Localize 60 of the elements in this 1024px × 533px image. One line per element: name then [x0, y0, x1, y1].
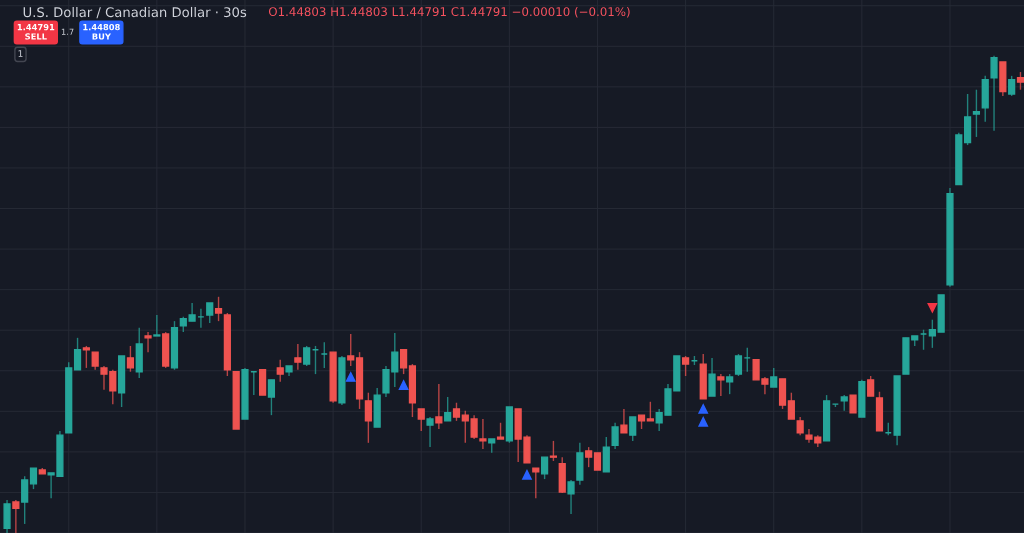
- candlestick: [29, 467, 38, 490]
- candlestick: [73, 337, 82, 371]
- candlestick: [770, 367, 778, 388]
- candlestick: [188, 302, 196, 322]
- candlestick: [347, 333, 355, 367]
- text: 1.7: [61, 28, 74, 35]
- candlestick: [12, 499, 20, 533]
- candlestick: [435, 383, 443, 430]
- candlestick: [153, 314, 161, 337]
- candlestick: [620, 408, 628, 434]
- candlestick: [21, 475, 29, 525]
- text: O1.44803 H1.44803 L1.44791 C1.44791 −0.00010 (−0.01%): [268, 6, 630, 18]
- candlestick: [717, 373, 725, 397]
- candlestick: [426, 416, 434, 448]
- candlestick: [708, 357, 716, 397]
- candlestick: [364, 392, 372, 444]
- candlestick: [294, 343, 302, 371]
- chart-title: U.S. Dollar / Canadian Dollar · 30s: [23, 6, 247, 19]
- candlestick: [1008, 75, 1016, 97]
- point: [398, 380, 409, 390]
- candlestick: [444, 396, 452, 422]
- candlestick: [682, 355, 690, 377]
- point: [345, 372, 356, 382]
- candlestick: [126, 345, 135, 373]
- candlestick: [461, 410, 469, 444]
- candlestick: [990, 55, 998, 132]
- candlestick: [611, 422, 619, 450]
- candlestick: [928, 319, 936, 349]
- candlestick: [417, 408, 425, 432]
- text: 1.44791 SELL: [17, 23, 55, 40]
- point: [522, 469, 532, 480]
- candlestick: [303, 345, 311, 367]
- candlestick: [82, 345, 90, 369]
- text: 1.44808 BUY: [83, 23, 120, 40]
- candlestick: [734, 353, 743, 377]
- candlestick: [585, 446, 593, 468]
- point: [927, 302, 938, 313]
- annotation: 1: [18, 50, 23, 57]
- candlestick: [646, 401, 654, 422]
- candlestick: [726, 373, 734, 395]
- candlestick: [144, 331, 152, 353]
- candlestick: [276, 359, 284, 383]
- candlestick: [972, 89, 981, 138]
- candlestick: [629, 416, 637, 442]
- candlestick: [214, 296, 223, 322]
- candlestick: [787, 392, 795, 420]
- candlestick: [452, 402, 461, 422]
- candlestick: [479, 418, 487, 450]
- candlestick: [206, 302, 214, 324]
- candlestick: [267, 379, 276, 416]
- point: [698, 416, 709, 427]
- candlestick: [796, 416, 804, 436]
- candlestick: [567, 479, 575, 515]
- candlestick: [470, 414, 478, 440]
- candlestick: [400, 349, 408, 375]
- point: [698, 404, 709, 414]
- candlestick: [549, 440, 558, 462]
- candlestick: [541, 456, 549, 480]
- candlestick: [867, 375, 875, 397]
- candlestick: [532, 467, 540, 499]
